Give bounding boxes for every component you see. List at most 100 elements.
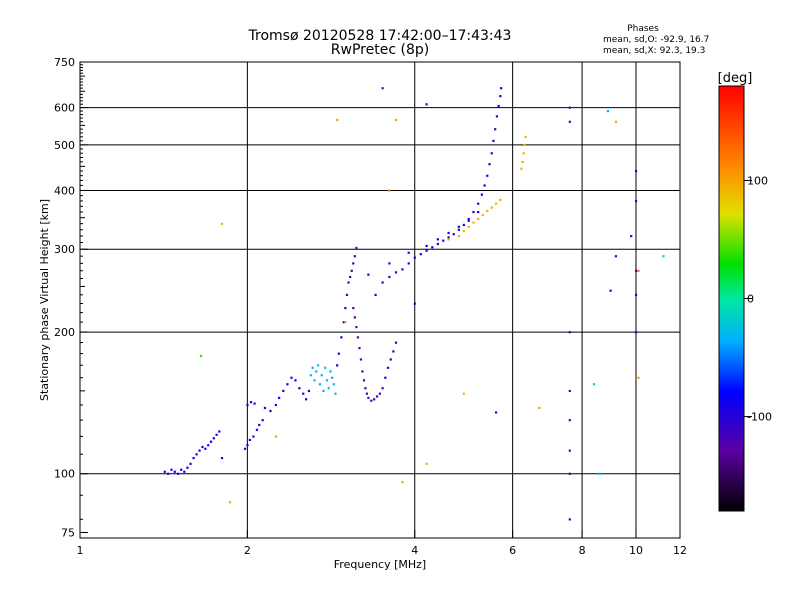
data-point <box>490 206 493 209</box>
y-tick-label: 500 <box>54 139 75 152</box>
data-point <box>334 392 337 395</box>
data-point <box>520 167 523 170</box>
data-point <box>447 238 450 241</box>
data-point <box>204 447 207 450</box>
data-point <box>407 262 410 265</box>
data-point <box>294 379 297 382</box>
x-tick-label: 12 <box>673 544 687 557</box>
data-point <box>215 433 218 436</box>
data-point <box>490 152 493 155</box>
colorbar-ticks: 100 0 -100 <box>744 174 772 424</box>
data-point <box>568 419 571 422</box>
data-point <box>381 281 384 284</box>
data-point <box>274 403 278 407</box>
data-point <box>183 470 186 473</box>
data-point <box>261 419 264 422</box>
data-point <box>413 256 416 259</box>
data-point <box>499 95 502 98</box>
data-point <box>419 253 422 256</box>
data-point <box>494 128 497 131</box>
data-point <box>634 199 638 203</box>
data-point <box>307 389 311 393</box>
chart-title: Tromsø 20120528 17:42:00–17:43:43 <box>248 28 512 44</box>
data-point <box>431 246 434 249</box>
x-tick-label: 8 <box>579 544 586 557</box>
data-point <box>425 249 428 252</box>
data-point <box>492 139 495 143</box>
data-point <box>355 326 358 329</box>
data-point <box>500 87 503 90</box>
y-tick-label: 600 <box>54 102 75 115</box>
data-point <box>220 456 224 460</box>
data-point <box>637 376 640 379</box>
data-point <box>349 275 352 279</box>
data-point <box>480 193 483 196</box>
data-point <box>606 110 610 113</box>
data-point <box>344 321 347 324</box>
data-point <box>452 233 455 236</box>
data-point <box>336 364 339 367</box>
y-tick-label: 300 <box>54 243 75 256</box>
data-point <box>290 376 293 379</box>
x-tick-label: 6 <box>509 544 516 557</box>
data-point <box>337 352 340 355</box>
data-point <box>318 383 322 386</box>
data-point <box>356 336 360 339</box>
colorbar-tick-label: -100 <box>747 411 772 424</box>
data-point <box>413 302 416 305</box>
x-tick-label: 2 <box>244 544 251 557</box>
data-point <box>255 428 259 431</box>
data-point <box>173 470 176 473</box>
data-point <box>311 366 314 369</box>
data-point <box>298 387 301 390</box>
data-point <box>347 281 350 284</box>
data-point <box>367 396 370 399</box>
data-point <box>457 235 460 238</box>
phases-line-x: mean, sd,X: 92.3, 19.3 <box>603 46 705 56</box>
data-point <box>170 468 173 471</box>
data-point <box>353 255 356 258</box>
data-point <box>253 402 256 405</box>
data-point <box>497 104 500 108</box>
data-point <box>340 336 343 339</box>
data-point <box>609 289 612 292</box>
data-point <box>282 389 285 393</box>
data-point <box>477 217 480 221</box>
data-point <box>477 202 480 205</box>
data-point <box>388 189 391 192</box>
data-point <box>375 395 379 398</box>
data-point <box>634 293 638 297</box>
data-point <box>329 370 332 373</box>
data-point <box>359 358 363 361</box>
data-point <box>462 392 465 395</box>
data-point <box>425 462 428 465</box>
data-point <box>386 366 390 369</box>
data-point <box>365 392 369 395</box>
data-point <box>367 273 370 276</box>
data-point <box>373 398 376 401</box>
data-point <box>358 346 361 350</box>
data-point <box>568 389 571 393</box>
data-point <box>568 518 571 521</box>
data-point <box>472 221 475 224</box>
data-point <box>568 472 571 475</box>
data-point <box>401 268 404 271</box>
data-point <box>201 445 204 449</box>
data-point <box>302 392 305 395</box>
data-point <box>381 87 384 90</box>
chart-subtitle: RwPretec (8p) <box>331 42 429 58</box>
data-point <box>662 255 665 258</box>
data-point <box>345 293 349 297</box>
x-tick-label: 10 <box>629 544 643 557</box>
data-point <box>495 115 499 118</box>
data-point <box>521 160 524 164</box>
data-point <box>425 103 428 106</box>
data-point <box>258 423 261 427</box>
data-point <box>228 501 232 504</box>
data-point <box>381 387 384 390</box>
data-point <box>212 437 215 440</box>
data-point <box>614 255 618 258</box>
data-point <box>327 387 330 390</box>
phases-title: Phases <box>627 24 659 34</box>
